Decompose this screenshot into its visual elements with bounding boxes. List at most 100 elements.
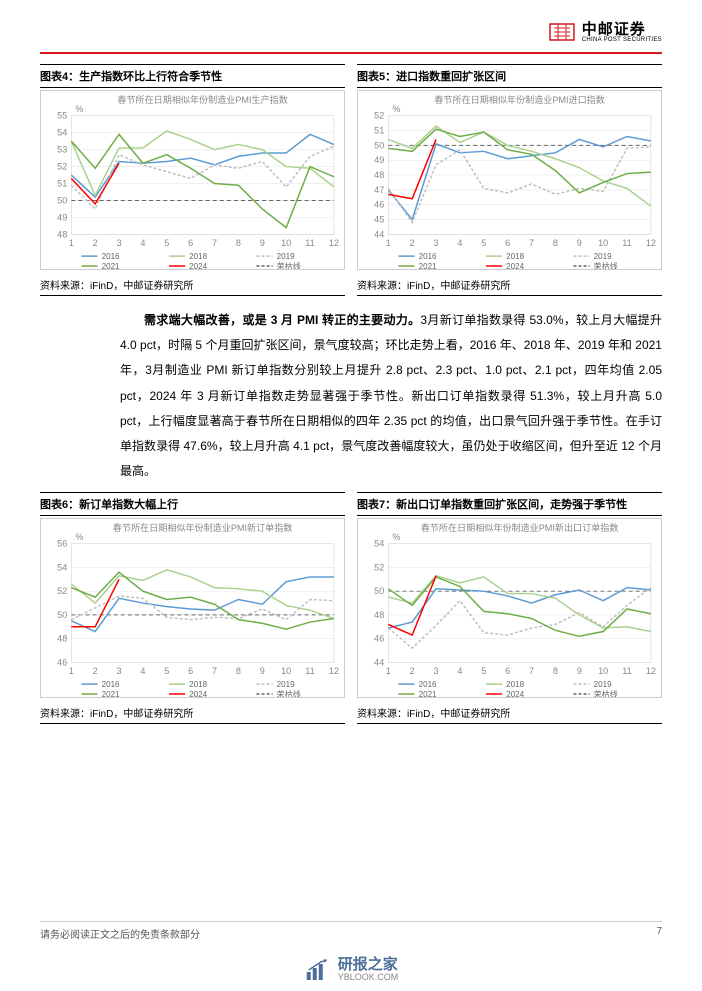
svg-text:2018: 2018 bbox=[189, 252, 208, 261]
china-post-icon bbox=[548, 20, 576, 44]
chart5-container: 图表5：进口指数重回扩张区间 春节所在日期相似年份制造业PMI进口指数%4445… bbox=[357, 64, 662, 296]
svg-text:12: 12 bbox=[329, 667, 339, 677]
svg-text:7: 7 bbox=[529, 667, 534, 677]
svg-text:2019: 2019 bbox=[277, 252, 296, 261]
svg-text:2021: 2021 bbox=[419, 262, 438, 270]
svg-text:2018: 2018 bbox=[506, 680, 525, 689]
chart4-svg: 春节所在日期相似年份制造业PMI生产指数%4849505152535455123… bbox=[40, 90, 345, 270]
svg-text:2018: 2018 bbox=[189, 680, 208, 689]
svg-text:11: 11 bbox=[305, 238, 314, 248]
svg-text:2019: 2019 bbox=[594, 252, 613, 261]
svg-text:3: 3 bbox=[434, 667, 439, 677]
svg-text:2024: 2024 bbox=[189, 690, 208, 698]
chart7-title: 图表7：新出口订单指数重回扩张区间，走势强于季节性 bbox=[357, 492, 662, 516]
svg-text:8: 8 bbox=[553, 667, 558, 677]
svg-text:51: 51 bbox=[57, 179, 67, 189]
brand-logo: 中邮证券 CHINA POST SECURITIES bbox=[548, 20, 662, 44]
svg-text:1: 1 bbox=[69, 667, 74, 677]
svg-text:12: 12 bbox=[329, 238, 339, 248]
svg-text:1: 1 bbox=[69, 238, 74, 248]
svg-text:45: 45 bbox=[374, 215, 384, 225]
svg-text:10: 10 bbox=[598, 238, 608, 248]
footer-disclaimer: 请务必阅读正文之后的免责条款部分 bbox=[40, 926, 200, 941]
chart4-title: 图表4：生产指数环比上行符合季节性 bbox=[40, 64, 345, 88]
svg-text:2: 2 bbox=[410, 667, 415, 677]
svg-text:2024: 2024 bbox=[506, 690, 525, 698]
svg-text:7: 7 bbox=[529, 238, 534, 248]
chart-row-1: 图表4：生产指数环比上行符合季节性 春节所在日期相似年份制造业PMI生产指数% 4… bbox=[40, 64, 662, 296]
svg-text:2021: 2021 bbox=[419, 690, 438, 698]
svg-text:44: 44 bbox=[374, 229, 384, 239]
svg-text:4: 4 bbox=[457, 238, 462, 248]
svg-text:9: 9 bbox=[577, 238, 582, 248]
watermark-en: YBLOOK.COM bbox=[338, 973, 399, 983]
chart-row-2: 图表6：新订单指数大幅上行 春节所在日期相似年份制造业PMI新订单指数%4648… bbox=[40, 492, 662, 724]
header-divider bbox=[40, 52, 662, 54]
svg-text:50: 50 bbox=[57, 196, 67, 206]
svg-text:1: 1 bbox=[386, 667, 391, 677]
svg-text:52: 52 bbox=[374, 563, 384, 573]
svg-text:10: 10 bbox=[281, 238, 291, 248]
svg-text:4: 4 bbox=[140, 667, 145, 677]
svg-text:51: 51 bbox=[374, 126, 384, 136]
svg-text:7: 7 bbox=[212, 238, 217, 248]
svg-text:春节所在日期相似年份制造业PMI生产指数: 春节所在日期相似年份制造业PMI生产指数 bbox=[117, 94, 287, 105]
svg-text:2018: 2018 bbox=[506, 252, 525, 261]
svg-text:48: 48 bbox=[374, 610, 384, 620]
chart6-title: 图表6：新订单指数大幅上行 bbox=[40, 492, 345, 516]
svg-text:4: 4 bbox=[457, 667, 462, 677]
svg-text:10: 10 bbox=[281, 667, 291, 677]
svg-text:46: 46 bbox=[374, 200, 384, 210]
svg-text:2016: 2016 bbox=[102, 252, 121, 261]
svg-text:10: 10 bbox=[598, 667, 608, 677]
svg-text:2: 2 bbox=[93, 667, 98, 677]
svg-text:春节所在日期相似年份制造业PMI新出口订单指数: 春节所在日期相似年份制造业PMI新出口订单指数 bbox=[421, 522, 619, 533]
logo-text-en: CHINA POST SECURITIES bbox=[582, 37, 662, 43]
svg-text:11: 11 bbox=[305, 667, 314, 677]
svg-text:荣枯线: 荣枯线 bbox=[277, 689, 301, 698]
svg-text:荣枯线: 荣枯线 bbox=[277, 261, 301, 270]
svg-text:54: 54 bbox=[57, 128, 67, 138]
svg-text:荣枯线: 荣枯线 bbox=[594, 689, 618, 698]
chart5-title: 图表5：进口指数重回扩张区间 bbox=[357, 64, 662, 88]
svg-text:44: 44 bbox=[374, 658, 384, 668]
svg-text:12: 12 bbox=[646, 667, 656, 677]
svg-text:8: 8 bbox=[236, 238, 241, 248]
logo-text-cn: 中邮证券 bbox=[582, 22, 662, 37]
chart5-source: 资料来源：iFinD，中邮证券研究所 bbox=[357, 277, 662, 296]
svg-text:9: 9 bbox=[260, 238, 265, 248]
svg-text:2019: 2019 bbox=[594, 680, 613, 689]
svg-text:4: 4 bbox=[140, 238, 145, 248]
svg-text:6: 6 bbox=[505, 238, 510, 248]
svg-text:3: 3 bbox=[117, 238, 122, 248]
svg-text:54: 54 bbox=[57, 563, 67, 573]
svg-text:3: 3 bbox=[117, 667, 122, 677]
svg-text:52: 52 bbox=[374, 111, 384, 121]
svg-text:春节所在日期相似年份制造业PMI新订单指数: 春节所在日期相似年份制造业PMI新订单指数 bbox=[113, 522, 293, 533]
watermark: 研报之家 YBLOOK.COM bbox=[304, 957, 399, 983]
svg-text:%: % bbox=[392, 104, 400, 114]
svg-text:46: 46 bbox=[374, 634, 384, 644]
svg-text:52: 52 bbox=[57, 162, 67, 172]
svg-text:2024: 2024 bbox=[189, 262, 208, 270]
chart7-container: 图表7：新出口订单指数重回扩张区间，走势强于季节性 春节所在日期相似年份制造业P… bbox=[357, 492, 662, 724]
svg-text:2021: 2021 bbox=[102, 690, 121, 698]
svg-text:5: 5 bbox=[481, 667, 486, 677]
chart7-source: 资料来源：iFinD，中邮证券研究所 bbox=[357, 705, 662, 724]
svg-text:50: 50 bbox=[374, 587, 384, 597]
svg-text:53: 53 bbox=[57, 145, 67, 155]
svg-text:2: 2 bbox=[93, 238, 98, 248]
svg-text:2: 2 bbox=[410, 238, 415, 248]
svg-text:2024: 2024 bbox=[506, 262, 525, 270]
svg-text:54: 54 bbox=[374, 539, 384, 549]
body-paragraph: 需求端大幅改善，或是 3 月 PMI 转正的主要动力。3月新订单指数录得 53.… bbox=[40, 300, 662, 492]
svg-text:6: 6 bbox=[505, 667, 510, 677]
svg-text:8: 8 bbox=[553, 238, 558, 248]
svg-text:9: 9 bbox=[577, 667, 582, 677]
svg-text:48: 48 bbox=[57, 634, 67, 644]
svg-text:%: % bbox=[75, 532, 83, 542]
page-header: 中邮证券 CHINA POST SECURITIES bbox=[40, 20, 662, 44]
svg-text:48: 48 bbox=[374, 170, 384, 180]
watermark-icon bbox=[304, 958, 332, 982]
chart7-svg: 春节所在日期相似年份制造业PMI新出口订单指数%4446485052541234… bbox=[357, 518, 662, 698]
